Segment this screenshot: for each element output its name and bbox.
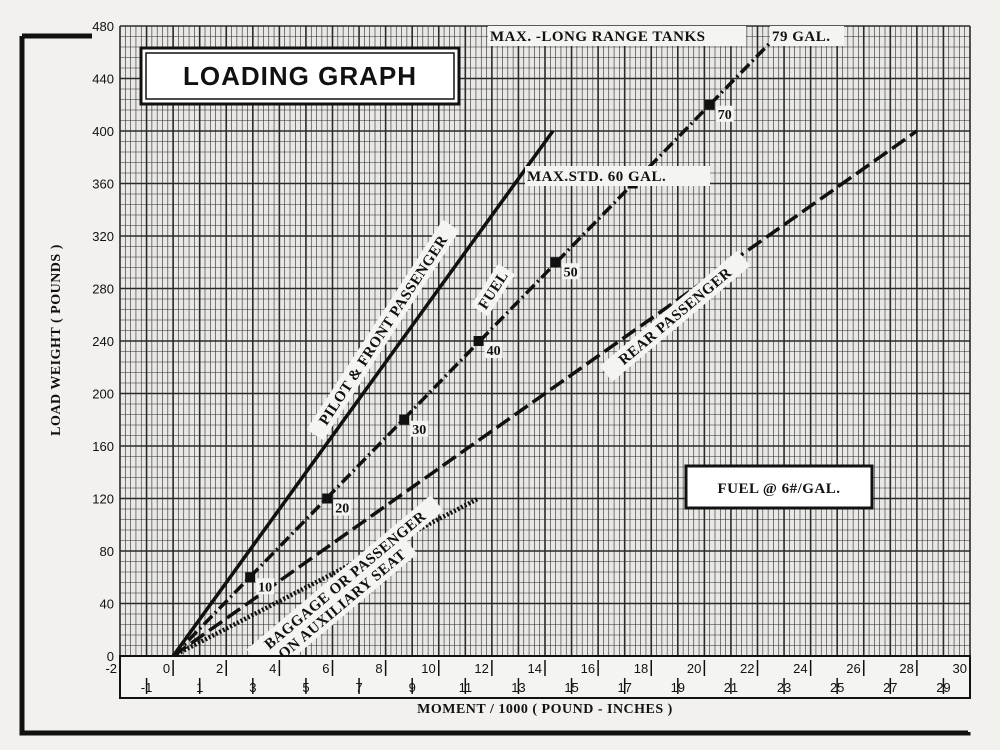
x-tick-labels: -2 0 2 4 6 8 10 12 14 16 18 20 22 24 26 28 30-1 1 3 5 7 9 11 13…	[105, 660, 971, 695]
y-tick-label: 80	[100, 544, 114, 559]
y-tick-label: 40	[100, 597, 114, 612]
series-line-2	[172, 129, 918, 658]
x-tick-label: 13	[511, 680, 525, 695]
max-std-bg	[525, 166, 710, 186]
max-long-bg	[488, 26, 746, 46]
fuel-point-label: 30	[412, 423, 426, 438]
x-tick-label: 19	[671, 680, 685, 695]
rear-label-bg	[599, 250, 751, 382]
x-tick-label: 21	[724, 680, 738, 695]
x-tick-label: 28	[899, 661, 913, 676]
fuel-note-box	[684, 464, 874, 510]
y-tick-label: 360	[92, 177, 114, 192]
gal79-bg	[770, 26, 844, 46]
fuel-point	[399, 414, 410, 425]
x-tick-label: 29	[936, 680, 950, 695]
x-tick-label: 2	[216, 661, 223, 676]
x-tick-label: 6	[322, 661, 329, 676]
x-tick-label: 27	[883, 680, 897, 695]
y-tick-label: 120	[92, 492, 114, 507]
x-tick-label: 0	[163, 661, 170, 676]
pilot-label-bg	[306, 219, 460, 441]
fuel-point	[704, 99, 715, 110]
x-tick-label: 9	[409, 680, 416, 695]
outer-frame	[19, 36, 971, 736]
fuel-point-label: 40	[487, 344, 501, 359]
fuel-point-label-bg	[333, 499, 352, 516]
series-line-3	[172, 496, 480, 658]
x-tick-label: -2	[105, 661, 117, 676]
fuel-label-bg	[470, 263, 516, 317]
y-axis-label: LOAD WEIGHT ( POUNDS )	[49, 244, 64, 436]
y-tick-label: 400	[92, 124, 114, 139]
x-tick-label: 17	[617, 680, 631, 695]
x-tick-label: -1	[141, 680, 153, 695]
x-tick-label: 23	[777, 680, 791, 695]
x-tick-label: 11	[459, 680, 473, 695]
fuel-point	[550, 257, 561, 268]
grid	[119, 25, 971, 657]
x-tick-label: 30	[953, 661, 967, 676]
x-tick-label: 16	[581, 661, 595, 676]
fuel-point-label-bg	[715, 105, 734, 122]
fuel-point	[245, 572, 256, 583]
max-long-label: MAX. -LONG RANGE TANKS	[490, 29, 705, 45]
fuel-point-label: 70	[718, 108, 732, 123]
x-tick-label: 15	[564, 680, 578, 695]
fuel-point-label-bg	[561, 263, 580, 280]
fuel-point-label-bg	[256, 578, 275, 595]
x-tick-label: 4	[269, 661, 276, 676]
y-tick-label: 200	[92, 387, 114, 402]
y-tick-label: 240	[92, 334, 114, 349]
x-tick-label: 10	[421, 661, 435, 676]
x-tick-label: 12	[474, 661, 488, 676]
x-axis-label: MOMENT / 1000 ( POUND - INCHES )	[417, 702, 673, 717]
y-tick-label: 480	[92, 19, 114, 34]
x-tick-label: 14	[528, 661, 542, 676]
y-tick-label: 280	[92, 282, 114, 297]
y-tick-label: 320	[92, 229, 114, 244]
x-tick-label: 7	[355, 680, 362, 695]
chart-title: LOADING GRAPH	[183, 61, 417, 91]
x-tick-label: 3	[249, 680, 256, 695]
fuel-point-label: 20	[335, 502, 349, 517]
gal79-label: 79 GAL.	[772, 29, 831, 45]
series-lines: 10 20 30 40 50 70	[171, 28, 918, 658]
x-tick-label: 5	[302, 680, 309, 695]
y-tick-label: 160	[92, 439, 114, 454]
series-line-0	[171, 129, 555, 658]
fuel-point-label-bg	[410, 420, 429, 437]
max-std-label: MAX.STD. 60 GAL.	[527, 169, 666, 185]
x-tick-label: 24	[793, 661, 807, 676]
x-tick-label: 8	[375, 661, 382, 676]
y-tick-label: 0	[107, 649, 114, 664]
fuel-point	[322, 493, 333, 504]
tick-labels: 0 40 80 120 160 200 240 280 320 360 400 440 480	[92, 19, 114, 664]
x-tick-label: 18	[634, 661, 648, 676]
x-tick-label: 1	[196, 680, 203, 695]
x-tick-label: 25	[830, 680, 844, 695]
fuel-note-label: FUEL @ 6#/GAL.	[717, 481, 840, 497]
fuel-point-label-bg	[484, 342, 503, 358]
y-tick-label: 440	[92, 72, 114, 87]
x-tick-label: 22	[740, 661, 754, 676]
fuel-point-label: 50	[564, 265, 578, 280]
fuel-point	[473, 336, 484, 346]
x-tick-label: 20	[687, 661, 701, 676]
baggage-label-1-bg	[246, 495, 444, 665]
baggage-label-2-bg	[266, 538, 418, 670]
x-tick-label: 26	[846, 661, 860, 676]
fuel-point-label: 10	[258, 580, 272, 595]
title-box-inner	[145, 52, 455, 100]
title-box	[139, 46, 461, 106]
